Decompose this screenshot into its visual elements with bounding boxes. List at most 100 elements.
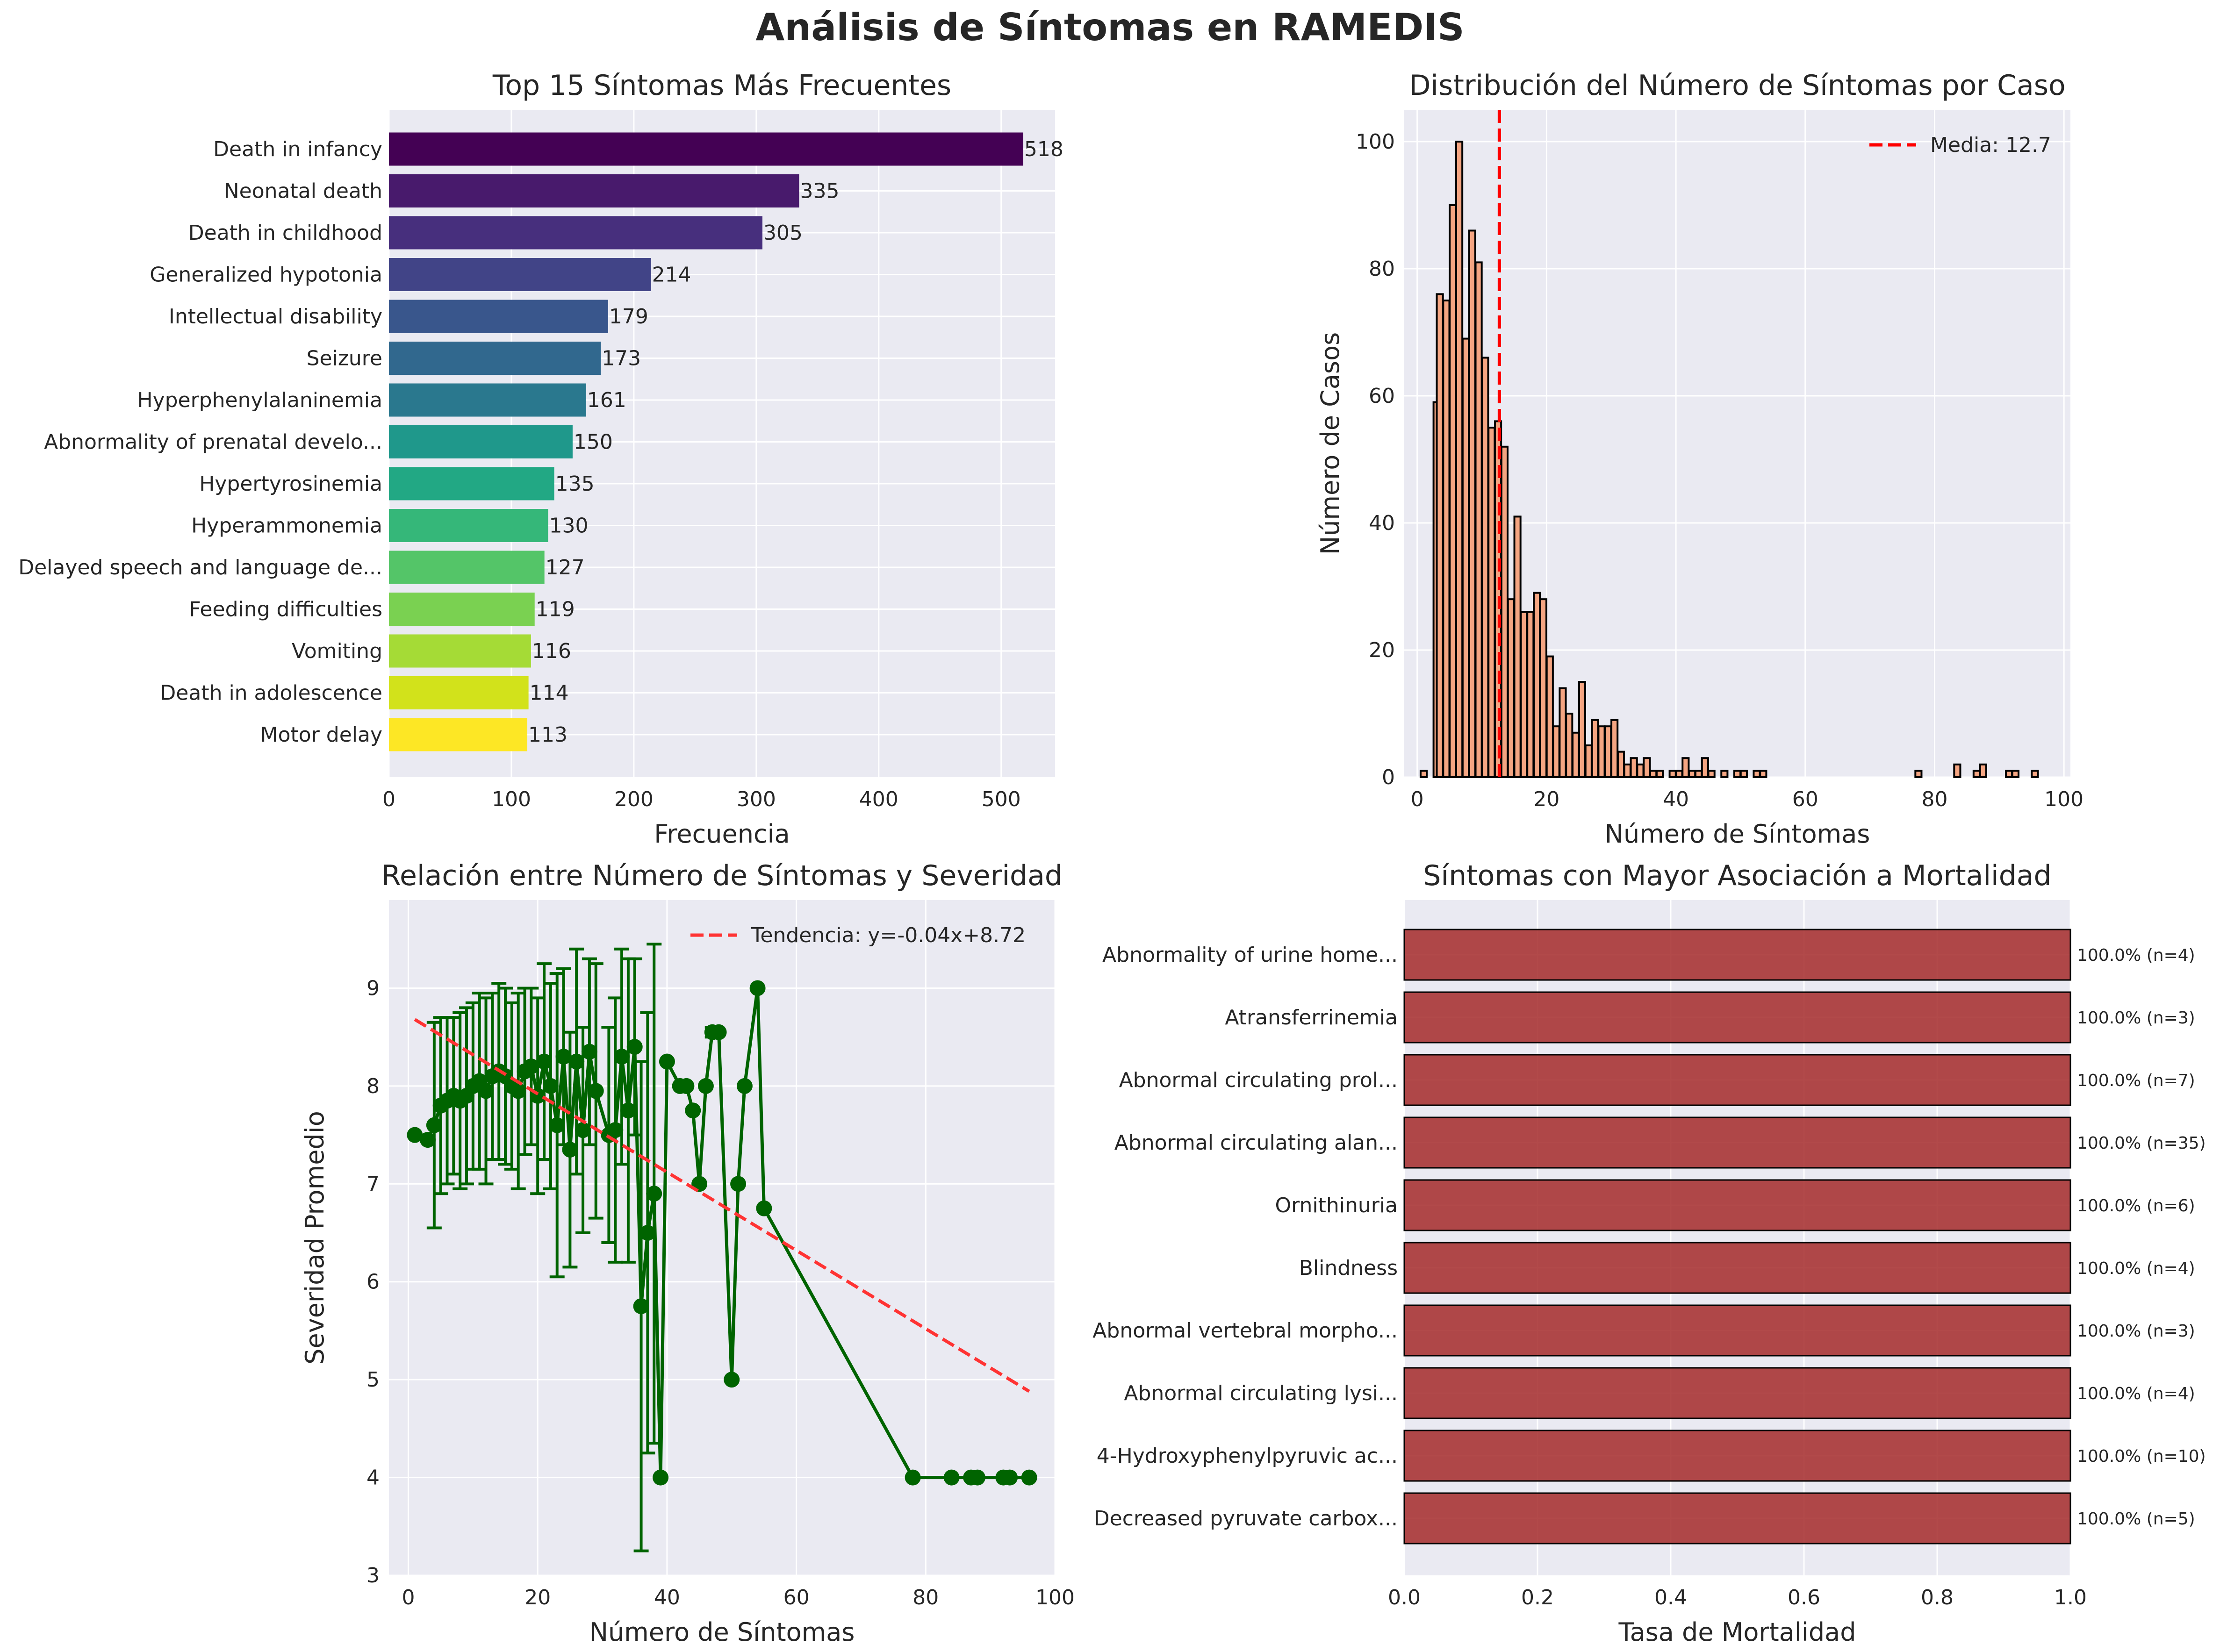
bar [389,425,573,458]
y-tick-label: Abnormal circulating lysi... [1124,1381,1398,1405]
legend-label: Media: 12.7 [1930,133,2051,157]
data-point [633,1298,649,1315]
y-tick-label: Blindness [1299,1256,1398,1280]
bar [1403,1116,2071,1169]
histogram-bar [1739,770,1748,779]
y-tick-label: 80 [1369,257,1395,281]
histogram-bar [1681,757,1690,778]
data-point [756,1200,772,1216]
x-tick-label: 100 [492,787,531,811]
y-tick-label: Generalized hypotonia [150,263,382,287]
bar [1403,1179,2071,1231]
histogram-bar [1655,770,1664,779]
y-tick-label: Intellectual disability [169,305,382,329]
y-tick-label: 4-Hydroxyphenylpyruvic ac... [1097,1444,1398,1468]
histogram-bar [1500,445,1509,778]
bar [389,551,545,584]
x-tick-label: 20 [1533,787,1559,811]
bar-value-label: 100.0% (n=4) [2077,1384,2195,1403]
histogram-bar [1419,770,1428,779]
x-tick-label: 0.2 [1521,1586,1554,1609]
y-tick-label: Abnormal vertebral morpho... [1092,1319,1398,1343]
data-point [549,1117,565,1133]
x-tick-label: 60 [783,1586,810,1609]
histogram-bar [1584,744,1593,778]
bar-value-label: 100.0% (n=35) [2077,1134,2206,1153]
panel-top-symptoms: 0 100 200 300 400 500 518 Death in infancy 335 Ne… [18,69,1063,849]
data-point [510,1083,526,1099]
bar-value-label: 100.0% (n=4) [2077,946,2195,965]
histogram-bar [1552,725,1560,778]
bar [389,509,548,542]
bar-value-label: 135 [555,472,595,496]
y-tick-label: 100 [1356,130,1395,154]
histogram-bar [1545,655,1554,778]
histogram-bar [1539,598,1548,778]
histogram-bar [1636,763,1645,779]
bar [389,718,528,751]
bar-value-label: 173 [602,347,641,371]
histogram-bar [1578,681,1587,778]
histogram-bar [1565,713,1573,778]
y-tick-label: Abnormality of prenatal develo... [44,430,382,454]
histogram-bar [1694,770,1703,779]
y-tick-label: Abnormal circulating prol... [1119,1068,1398,1092]
x-tick-label: 0.0 [1388,1586,1421,1609]
data-point [646,1186,662,1202]
bar [1403,1304,2071,1357]
bar-value-label: 114 [530,681,569,705]
bar-value-label: 335 [800,179,840,203]
histogram-bar [1643,757,1651,778]
bar [389,634,531,668]
bar [389,258,651,291]
bar-value-label: 100.0% (n=5) [2077,1509,2195,1529]
bar-value-label: 100.0% (n=3) [2077,1008,2195,1028]
bar [389,467,554,501]
x-tick-label: 80 [912,1586,939,1609]
data-point [536,1053,553,1070]
x-tick-label: 0 [402,1586,415,1609]
bar-value-label: 116 [532,639,571,663]
histogram-bar [1533,592,1541,778]
bar-value-label: 100.0% (n=3) [2077,1322,2195,1341]
bar [1403,991,2071,1044]
bar [389,174,799,207]
y-tick-label: Feeding difficulties [189,598,382,622]
bar-value-label: 100.0% (n=7) [2077,1071,2195,1090]
data-point [568,1053,585,1070]
data-point [724,1372,740,1388]
histogram-bar [1720,770,1729,779]
y-tick-label: 0 [1382,765,1395,789]
data-point [581,1044,597,1060]
data-point [969,1469,985,1486]
data-point [523,1058,539,1075]
y-tick-label: 60 [1369,384,1395,408]
data-point [736,1078,753,1094]
bar-value-label: 518 [1024,137,1063,161]
bar [1403,1242,2071,1294]
histogram-bar [1914,770,1923,779]
histogram-bar [1442,300,1451,778]
panel-title: Top 15 Síntomas Más Frecuentes [492,69,951,102]
data-point [697,1078,714,1094]
y-tick-label: Hyperphenylalaninemia [137,388,382,412]
bar-value-label: 113 [528,723,568,747]
y-tick-label: Hypertyrosinemia [199,472,382,496]
histogram-bar [1526,611,1535,779]
y-tick-label: 40 [1369,511,1395,535]
data-point [562,1142,578,1158]
y-tick-label: Ornithinuria [1275,1194,1398,1217]
histogram-bar [1513,515,1522,778]
y-tick-label: Delayed speech and language de... [18,556,382,579]
bar-value-label: 100.0% (n=10) [2077,1447,2206,1466]
data-point [426,1117,442,1133]
histogram-bar [2004,770,2013,779]
histogram-bar [1630,757,1638,778]
x-axis-label: Tasa de Mortalidad [1618,1617,1856,1647]
histogram-bar [1474,261,1483,778]
histogram-bar [1733,770,1742,779]
histogram-bar [1668,770,1677,779]
data-point [607,1122,624,1138]
bar [1403,1367,2071,1419]
data-point [555,1049,572,1065]
